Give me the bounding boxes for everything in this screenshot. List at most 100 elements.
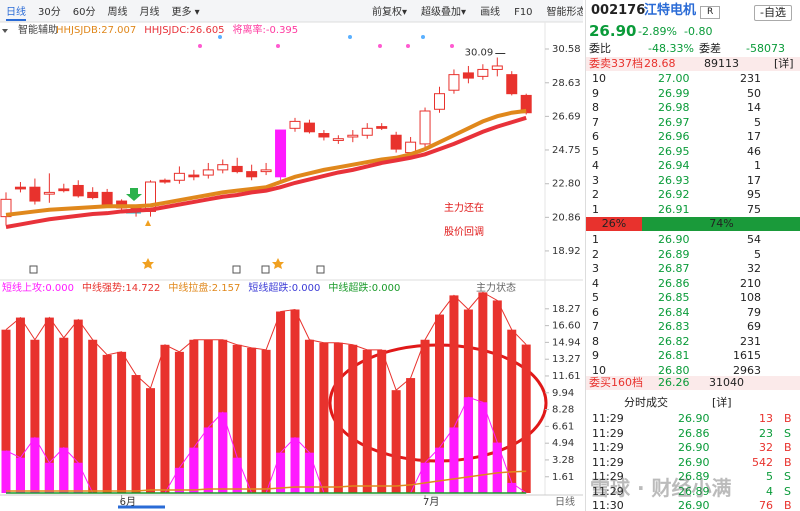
trade-time: 11:29 — [592, 470, 624, 483]
trade-side: S — [784, 426, 791, 440]
candle-body — [506, 74, 518, 95]
bar — [319, 342, 329, 493]
y-tick-label: 30.58 — [552, 44, 581, 55]
buy-total-label: 委买160档 — [589, 376, 643, 389]
bar — [406, 378, 416, 493]
box-icon — [261, 265, 270, 274]
legend-entry: 中线拉盘:2.157 — [168, 281, 240, 294]
toolbar-button[interactable]: F10 — [514, 7, 532, 18]
level-price: 26.99 — [658, 86, 690, 100]
stock-code: 002176 — [591, 3, 646, 18]
bar — [30, 339, 40, 493]
y-tick-label: 13.27 — [552, 354, 581, 365]
bar — [290, 437, 300, 493]
bar — [1, 450, 11, 493]
trade-price: 26.90 — [678, 455, 710, 469]
box-icon — [316, 265, 325, 274]
y-tick-label: 14.94 — [552, 337, 581, 348]
trade-side: S — [784, 484, 791, 498]
level: 9 — [592, 349, 599, 362]
trade-side: S — [784, 470, 791, 483]
dropdown-icon — [2, 29, 8, 33]
trades-detail[interactable]: [详] — [712, 396, 732, 409]
level: 8 — [592, 101, 599, 114]
level: 2 — [592, 247, 599, 261]
toolbar-button[interactable]: 超级叠加▾ — [421, 5, 466, 18]
y-tick-label: 20.86 — [552, 212, 581, 223]
bar — [420, 339, 430, 493]
level-price: 26.98 — [658, 101, 690, 114]
stock-name: 江特电机 — [644, 3, 697, 18]
candle-body — [202, 169, 214, 176]
legend-entry: 短线上攻:0.000 — [2, 281, 74, 294]
trade-price: 26.90 — [678, 499, 710, 511]
toolbar-bg — [0, 0, 583, 22]
toolbar-tab[interactable]: 周线 — [107, 5, 127, 18]
y-tick-label: 3.28 — [552, 455, 574, 466]
candle-body — [217, 164, 229, 171]
signal-dot — [198, 44, 202, 48]
bar — [131, 375, 141, 493]
toolbar-tab[interactable]: 60分 — [73, 6, 96, 18]
candle-body — [376, 126, 388, 129]
change: -0.80 — [684, 25, 713, 38]
bar — [73, 462, 83, 493]
signal-dot — [406, 44, 410, 48]
trade-volume: 76 — [759, 499, 773, 511]
bar — [146, 388, 155, 493]
bar — [507, 329, 517, 493]
bar — [507, 482, 517, 493]
candle-body — [0, 198, 12, 218]
bar — [44, 462, 54, 493]
candle-body — [87, 191, 99, 199]
level: 1 — [592, 233, 599, 246]
toolbar-tab[interactable]: 30分 — [38, 6, 61, 18]
bar — [88, 339, 98, 493]
indicator-line — [5, 108, 527, 217]
badge: R — [700, 6, 721, 19]
toolbar-button[interactable]: 前复权▾ — [372, 5, 407, 18]
toolbar-tab[interactable]: 月线 — [139, 5, 159, 18]
level: 4 — [592, 276, 599, 290]
toolbar-button[interactable]: 智能形态 — [547, 5, 583, 18]
y-tick-label: 26.69 — [552, 111, 581, 122]
signal-dot — [450, 44, 454, 48]
legend-entry: HHJSJDC:26.605 — [144, 25, 224, 36]
candle-body — [14, 186, 26, 190]
corner-label: 主力状态 — [476, 281, 516, 294]
toolbar-tab[interactable]: 更多 ▾ — [171, 5, 199, 18]
y-tick-label: 18.27 — [552, 304, 581, 315]
level-volume: 95 — [747, 188, 761, 201]
level: 5 — [592, 144, 599, 158]
level-volume: 1615 — [733, 349, 761, 362]
watch-button[interactable]: -自选 — [754, 5, 792, 21]
watermark: 雪球 · 财经小满 — [590, 476, 732, 500]
candle-body — [29, 186, 41, 202]
bar — [449, 295, 459, 493]
candle-body — [434, 93, 445, 110]
candle-body — [491, 65, 503, 70]
level: 8 — [592, 334, 599, 348]
trade-side: B — [784, 441, 792, 454]
candle-body — [72, 184, 84, 197]
level-price: 26.80 — [658, 363, 690, 377]
detail-link[interactable]: [详] — [774, 57, 794, 70]
bar — [59, 337, 69, 493]
y-tick-label: 18.92 — [552, 246, 581, 257]
trade-volume: 5 — [766, 470, 773, 483]
level: 7 — [592, 115, 599, 129]
bar — [492, 442, 502, 493]
trade-volume: 32 — [759, 441, 773, 454]
toolbar-tab[interactable]: 日线 — [6, 5, 26, 18]
signal-dot — [421, 35, 425, 39]
candle-body — [448, 74, 460, 91]
trade-time: 11:29 — [592, 484, 624, 498]
bar — [15, 317, 25, 493]
y-tick-label: 16.60 — [552, 321, 581, 332]
toolbar-button[interactable]: 画线 — [480, 5, 500, 18]
level: 2 — [592, 188, 599, 201]
level-price: 26.92 — [658, 188, 690, 201]
level-price: 26.97 — [658, 115, 690, 129]
candle-body — [159, 179, 171, 183]
trade-price: 26.90 — [678, 412, 710, 425]
